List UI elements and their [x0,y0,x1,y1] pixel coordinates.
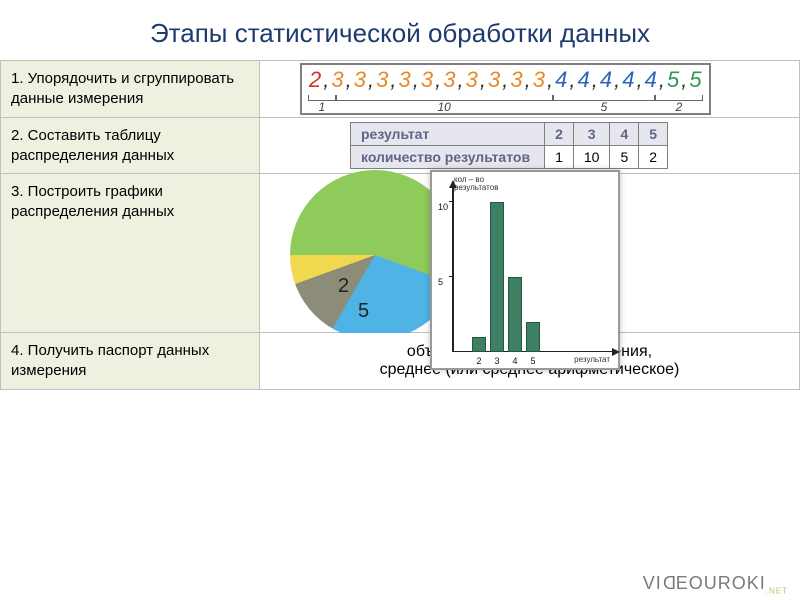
seq-digit: 5 [666,67,680,92]
seq-digit: 3 [487,67,501,92]
seq-digit: 4 [621,67,635,92]
bar-chart: кол – ворезультатов 5102345 результат [430,170,620,370]
seq-digit: 4 [554,67,568,92]
bar [508,277,522,352]
seq-digit: 3 [465,67,479,92]
distribution-table: результат2345 количество результатов1105… [350,122,668,169]
seq-digit: 4 [577,67,591,92]
seq-digit: 3 [532,67,546,92]
bar [526,322,540,352]
step-3-label: 3. Построить графики распределения данны… [0,174,260,332]
seq-digit: 3 [330,67,344,92]
seq-digit: 4 [599,67,613,92]
seq-digit: 5 [688,67,702,92]
pie-slice-label: 2 [338,275,349,298]
seq-digit: 3 [353,67,367,92]
step-1-content: 2,3,3,3,3,3,3,3,3,3,3,4,4,4,4,4,5,5 1105… [260,61,800,117]
step-4-label: 4. Получить паспорт данных измерения [0,333,260,389]
step-2-content: результат2345 количество результатов1105… [260,118,800,173]
seq-digit: 2 [308,67,322,92]
page-title: Этапы статистической обработки данных [0,0,800,61]
seq-digit: 3 [509,67,523,92]
bar-xlabel: результат [574,355,610,364]
seq-digit: 3 [442,67,456,92]
step-3-content: 25 кол – ворезультатов 5102345 результат [260,174,800,332]
number-sequence: 2,3,3,3,3,3,3,3,3,3,3,4,4,4,4,4,5,5 1105… [300,63,711,115]
step-1-label: 1. Упорядочить и сгруппировать данные из… [0,61,260,117]
step-1-row: 1. Упорядочить и сгруппировать данные из… [0,60,800,118]
watermark: VIDEOUROKI.NET [643,573,788,596]
seq-digit: 4 [644,67,658,92]
step-2-row: 2. Составить таблицу распределения данны… [0,117,800,174]
bar [490,202,504,352]
pie-slice-label: 5 [358,300,369,323]
seq-digit: 3 [420,67,434,92]
seq-digit: 3 [375,67,389,92]
step-2-label: 2. Составить таблицу распределения данны… [0,118,260,173]
step-4-row: 4. Получить паспорт данных измерения объ… [0,332,800,390]
seq-digit: 3 [398,67,412,92]
bar [472,337,486,352]
step-3-row: 3. Построить графики распределения данны… [0,173,800,333]
